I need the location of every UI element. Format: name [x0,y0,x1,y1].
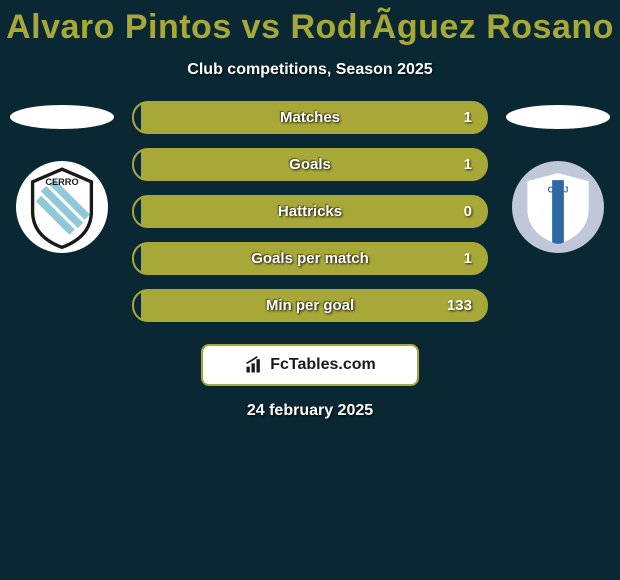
stat-value-right: 133 [447,297,472,314]
stat-value-right: 0 [464,203,472,220]
stat-label: Goals per match [251,250,369,267]
stat-label: Min per goal [266,297,354,314]
subtitle: Club competitions, Season 2025 [0,61,620,79]
chart-icon [244,355,264,375]
club-badge-right: C A J [512,161,604,253]
page-title: Alvaro Pintos vs RodrÃ­guez Rosano [0,0,620,47]
stat-fill-left [134,244,141,273]
avatar-placeholder-right [506,105,610,129]
player-left-col: CERRO [6,101,118,253]
stat-fill-left [134,103,141,132]
brand-text: FcTables.com [270,356,376,374]
stat-bar: Goals per match 1 [132,242,488,275]
stat-label: Matches [280,109,340,126]
shield-icon: C A J [516,165,600,249]
stat-bar: Goals 1 [132,148,488,181]
stat-value-right: 1 [464,109,472,126]
brand-badge: FcTables.com [201,344,419,386]
stat-label: Goals [289,156,331,173]
club-badge-left: CERRO [16,161,108,253]
comparison-row: CERRO Matches 1 Goals 1 Hattricks 0 Goals per … [0,101,620,322]
stat-label: Hattricks [278,203,342,220]
shield-icon: CERRO [20,165,104,249]
stat-bar: Hattricks 0 [132,195,488,228]
avatar-placeholder-left [10,105,114,129]
stats-column: Matches 1 Goals 1 Hattricks 0 Goals per match 1… [118,101,502,322]
stat-bar: Min per goal 133 [132,289,488,322]
svg-text:CERRO: CERRO [45,177,78,187]
stat-fill-left [134,291,141,320]
player-right-col: C A J [502,101,614,253]
stat-fill-left [134,197,141,226]
date-label: 24 february 2025 [0,402,620,420]
svg-text:C A J: C A J [548,185,569,195]
stat-value-right: 1 [464,156,472,173]
stat-fill-left [134,150,141,179]
stat-bar: Matches 1 [132,101,488,134]
stat-value-right: 1 [464,250,472,267]
